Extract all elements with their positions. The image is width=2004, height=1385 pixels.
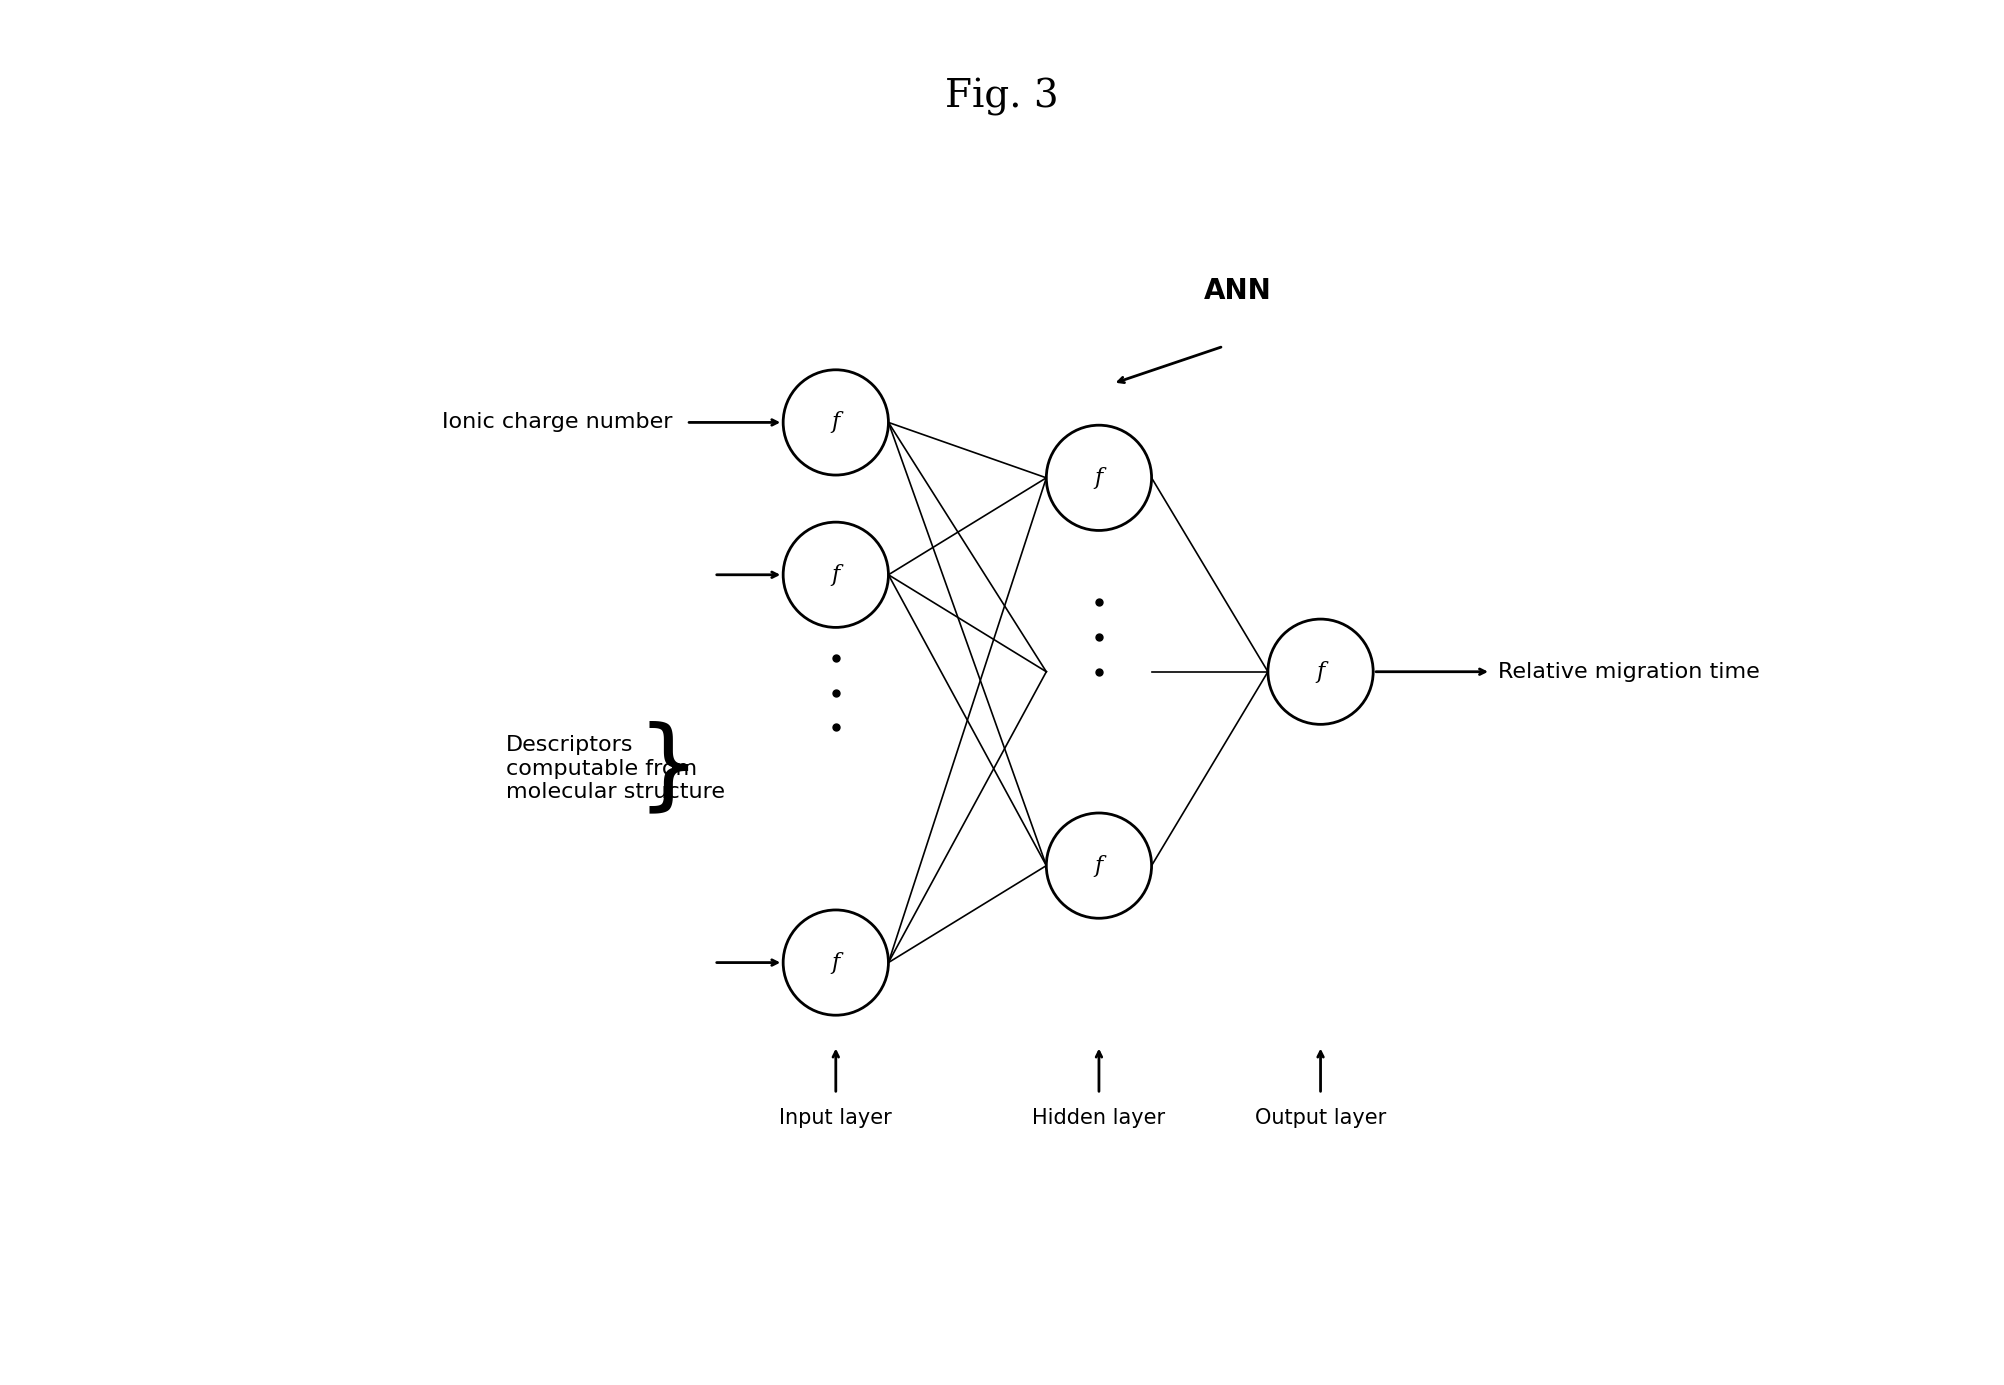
Text: Output layer: Output layer — [1255, 1108, 1387, 1127]
Circle shape — [1269, 619, 1373, 724]
Text: ANN: ANN — [1204, 277, 1271, 305]
Text: f: f — [832, 564, 840, 586]
Text: f: f — [1094, 467, 1102, 489]
Text: f: f — [832, 411, 840, 434]
Text: f: f — [832, 951, 840, 974]
Text: f: f — [1317, 661, 1325, 683]
Circle shape — [1046, 813, 1152, 918]
Text: Input layer: Input layer — [780, 1108, 892, 1127]
Text: f: f — [1094, 855, 1102, 877]
Text: Fig. 3: Fig. 3 — [946, 78, 1058, 116]
Text: Descriptors
computable from
molecular structure: Descriptors computable from molecular st… — [507, 735, 725, 802]
Text: }: } — [637, 720, 699, 817]
Circle shape — [784, 522, 888, 627]
Circle shape — [1046, 425, 1152, 530]
Circle shape — [784, 370, 888, 475]
Text: Relative migration time: Relative migration time — [1497, 662, 1760, 681]
Text: Hidden layer: Hidden layer — [1032, 1108, 1166, 1127]
Circle shape — [784, 910, 888, 1015]
Text: Ionic charge number: Ionic charge number — [441, 413, 673, 432]
